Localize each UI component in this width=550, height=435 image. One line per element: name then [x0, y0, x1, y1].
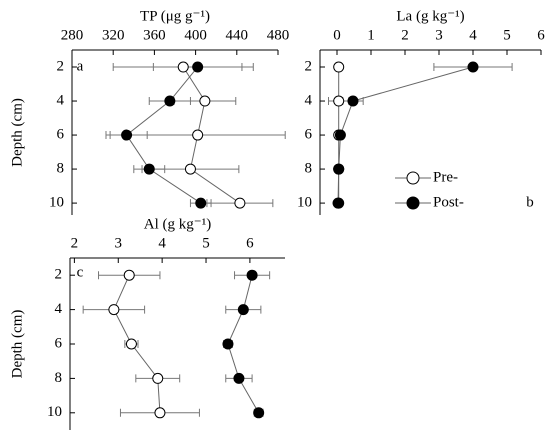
y-tick-label: 2 — [305, 58, 313, 74]
x-tick-label: 440 — [226, 27, 249, 43]
x-tick-label: 4 — [158, 235, 166, 251]
y-axis-title: Depth (cm) — [9, 98, 25, 167]
point — [177, 61, 189, 73]
x-tick-label: 0 — [333, 27, 341, 43]
point — [246, 269, 258, 281]
y-tick-label: 6 — [57, 126, 65, 142]
point — [234, 197, 246, 209]
y-axis-title: Depth (cm) — [9, 310, 25, 379]
point — [332, 197, 344, 209]
x-axis-title: TP (μg g⁻¹) — [140, 8, 210, 24]
y-tick-label: 2 — [57, 58, 65, 74]
x-tick-label: 2 — [401, 27, 409, 43]
point — [199, 95, 211, 107]
point — [467, 61, 479, 73]
y-tick-label: 8 — [57, 161, 65, 177]
point — [333, 163, 345, 175]
point — [152, 372, 164, 384]
y-tick-label: 8 — [55, 370, 63, 386]
y-tick-label: 6 — [55, 335, 63, 351]
x-tick-label: 360 — [143, 27, 166, 43]
point — [108, 304, 120, 316]
point — [222, 338, 234, 350]
x-tick-label: 3 — [115, 235, 123, 251]
point — [125, 338, 137, 350]
x-axis-title: Al (g kg⁻¹) — [144, 216, 211, 232]
point — [233, 372, 245, 384]
legend-marker — [406, 196, 420, 210]
point — [334, 129, 346, 141]
x-axis-title: La (g kg⁻¹) — [396, 8, 464, 24]
legend-label: Pre- — [433, 169, 458, 185]
y-tick-label: 4 — [305, 92, 313, 108]
point — [333, 95, 345, 107]
x-tick-label: 480 — [267, 27, 290, 43]
y-tick-label: 4 — [57, 92, 65, 108]
legend-marker — [406, 171, 420, 185]
point — [192, 129, 204, 141]
x-tick-label: 400 — [184, 27, 207, 43]
point — [195, 197, 207, 209]
legend-label: Post- — [433, 194, 464, 210]
x-tick-label: 2 — [71, 235, 79, 251]
y-tick-label: 2 — [55, 267, 63, 283]
y-tick-label: 6 — [305, 126, 313, 142]
x-tick-label: 1 — [367, 27, 375, 43]
x-tick-label: 4 — [469, 27, 477, 43]
x-tick-label: 320 — [102, 27, 125, 43]
point — [154, 407, 166, 419]
point — [143, 163, 155, 175]
point — [192, 61, 204, 73]
y-tick-label: 10 — [49, 195, 64, 211]
x-tick-label: 3 — [435, 27, 443, 43]
panel-label: b — [526, 194, 534, 210]
x-tick-label: 6 — [246, 235, 254, 251]
point — [347, 95, 359, 107]
panel-label: c — [77, 264, 84, 280]
x-tick-label: 5 — [202, 235, 210, 251]
point — [253, 407, 265, 419]
x-tick-label: 5 — [503, 27, 511, 43]
y-tick-label: 10 — [297, 195, 312, 211]
point — [184, 163, 196, 175]
point — [123, 269, 135, 281]
x-tick-label: 6 — [537, 27, 545, 43]
point — [121, 129, 133, 141]
x-tick-label: 280 — [61, 27, 84, 43]
panel-label: a — [77, 58, 84, 74]
point — [333, 61, 345, 73]
y-tick-label: 10 — [47, 404, 62, 420]
point — [237, 304, 249, 316]
y-tick-label: 8 — [305, 161, 313, 177]
point — [164, 95, 176, 107]
y-tick-label: 4 — [55, 301, 63, 317]
